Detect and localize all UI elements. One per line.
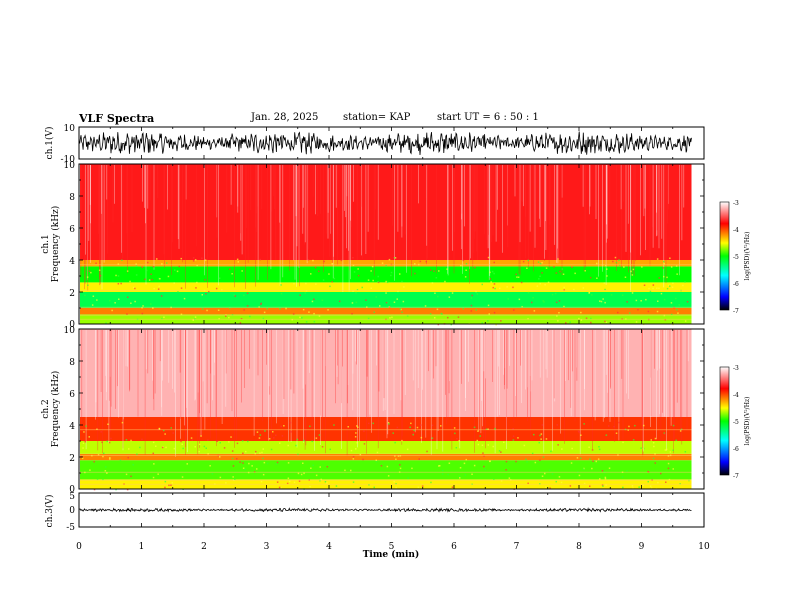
ch2-spec-ytick-4: 4 [69, 422, 75, 432]
x-tick-label-4: 4 [326, 542, 332, 552]
cb2-label: log(PSD)(V²/Hz) [744, 397, 751, 446]
ch2-spec-ytick-8: 8 [69, 358, 75, 368]
ch1-waveform-frame [78, 126, 705, 160]
ch1-waveform-panel [78, 131, 692, 156]
ch1-spectrogram-panel [80, 164, 692, 326]
x-tick-label-0: 0 [76, 542, 82, 552]
ch1-spec-ytick-4: 4 [69, 257, 75, 267]
ch1-spec-ytick-6: 6 [69, 225, 75, 235]
ch1-spec-ytick-10: 10 [64, 161, 76, 171]
ch1-spectrogram-band-2 [80, 292, 692, 308]
ch1-spec-ylabel-channel: ch.1 [41, 234, 51, 253]
cb1-tick-5: -5 [733, 254, 739, 261]
ch1-colorbar: -3 -4 -5 -6 -7 log(PSD)(V²/Hz) [719, 200, 751, 315]
x-tick-label-2: 2 [201, 542, 207, 552]
x-tick-label-10: 10 [698, 542, 710, 552]
ch1-waveform-trace [78, 131, 692, 156]
cb1-tick-4: -4 [733, 227, 739, 234]
x-tick-label-6: 6 [451, 542, 457, 552]
ch2-spectrogram-band-4 [80, 417, 692, 441]
ch3-ytick-minus5: -5 [66, 523, 75, 533]
ch3-waveform-panel [78, 507, 692, 513]
ch2-spec-ytick-2: 2 [69, 454, 75, 464]
start-time-label: start UT = 6 : 50 : 1 [437, 112, 539, 123]
ch2-spectrogram-texture [80, 330, 692, 491]
x-axis-label: Time (min) [363, 549, 420, 560]
station-label: station= KAP [343, 112, 411, 123]
cb1-label: log(PSD)(V²/Hz) [744, 232, 751, 281]
cb2-tick-4: -4 [733, 392, 739, 399]
cb1-tick-6: -6 [733, 281, 739, 288]
ch1-ytick-bottom: -10 [61, 155, 76, 165]
cb2-tick-3: -3 [733, 365, 739, 372]
ch2-spectrogram-band-5 [80, 329, 692, 417]
ch1-ylabel: ch.1(V) [44, 127, 55, 160]
x-tick-label-1: 1 [139, 542, 145, 552]
ch3-ytick-5: 5 [69, 492, 75, 502]
x-tick-label-5: 5 [389, 542, 395, 552]
x-tick-label-7: 7 [514, 542, 520, 552]
ch1-spectrogram-band-1 [80, 308, 692, 315]
ch2-spectrogram-band-3 [80, 441, 692, 454]
ch1-spec-ytick-8: 8 [69, 193, 75, 203]
cb1-tick-3: -3 [733, 200, 739, 207]
ch3-waveform-trace [78, 507, 692, 513]
ch1-spec-ylabel: Frequency (kHz) [50, 206, 61, 283]
ch1-spectrogram-texture [80, 165, 692, 326]
cb2-tick-5: -5 [733, 419, 739, 426]
ch3-ytick-0: 0 [69, 506, 75, 516]
ch2-spec-ytick-6: 6 [69, 390, 75, 400]
x-tick-label-3: 3 [264, 542, 270, 552]
ch1-spectrogram-band-5 [80, 260, 692, 267]
ch2-spec-ytick-0: 0 [69, 485, 75, 495]
cb2-tick-7: -7 [733, 473, 739, 480]
ch1-spec-ytick-2: 2 [69, 289, 75, 299]
cb1-tick-7: -7 [733, 308, 739, 315]
x-tick-label-9: 9 [639, 542, 645, 552]
cb2-tick-6: -6 [733, 446, 739, 453]
ch2-spectrogram-panel [80, 329, 692, 491]
ch1-spectrogram-band-3 [80, 282, 692, 292]
ch2-spec-ytick-10: 10 [64, 326, 76, 336]
ch1-ytick-top: 10 [64, 124, 76, 134]
ch2-spectrogram-band-2 [80, 453, 692, 461]
ch1-spec-ytick-0: 0 [69, 320, 75, 330]
chart-title: VLF Spectra [79, 112, 155, 125]
ch2-colorbar: -3 -4 -5 -6 -7 log(PSD)(V²/Hz) [719, 365, 751, 480]
x-tick-labels: 0 1 2 3 4 5 6 7 8 9 10 [76, 542, 710, 552]
ch3-ylabel: ch.3(V) [44, 495, 55, 528]
axis-ticks [78, 127, 705, 527]
ch2-spec-ylabel-channel: ch.2 [41, 399, 51, 418]
x-tick-label-8: 8 [576, 542, 582, 552]
ch2-spec-ylabel: Frequency (kHz) [50, 371, 61, 448]
date-label: Jan. 28, 2025 [251, 112, 319, 123]
ch2-spectrogram-band-1 [80, 460, 692, 480]
